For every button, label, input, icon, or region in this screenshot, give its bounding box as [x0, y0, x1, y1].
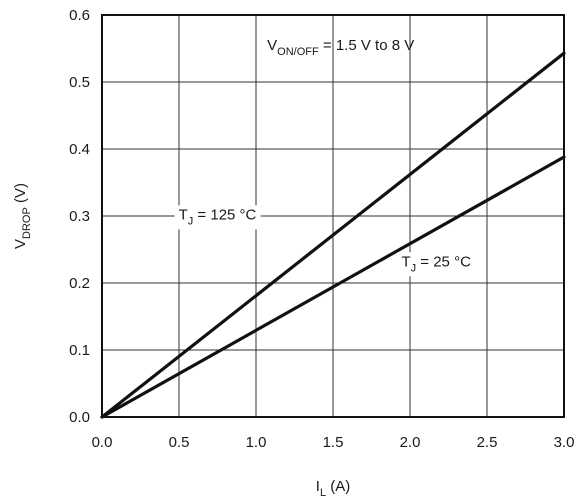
x-tick-label: 0.0	[92, 434, 113, 451]
x-axis-label-main: I	[316, 478, 320, 495]
annotation-2: TJ = 125 °C	[179, 206, 257, 227]
annotation-3-main: T	[401, 253, 410, 270]
y-tick-label: 0.2	[69, 275, 90, 292]
y-tick-label: 0.6	[69, 7, 90, 24]
annotation-2-rest: = 125 °C	[193, 206, 256, 223]
annotation-1-main: V	[267, 37, 277, 54]
plot-frame	[101, 14, 565, 418]
annotations: VON/OFF = 1.5 V to 8 VTJ = 125 °CTJ = 25…	[174, 37, 476, 277]
x-axis-label-rest: (A)	[326, 478, 350, 495]
annotation-1: VON/OFF = 1.5 V to 8 V	[267, 37, 414, 58]
x-axis-ticks: 0.0 0.5 1.0 1.5 2.0 2.5 3.0	[92, 434, 575, 451]
y-axis-label-subscript: DROP	[21, 207, 33, 239]
x-tick-label: 1.0	[246, 434, 267, 451]
x-tick-label: 2.0	[400, 434, 421, 451]
y-tick-label: 0.5	[69, 74, 90, 91]
grid	[101, 14, 565, 418]
y-axis-label-rest: (V)	[12, 183, 29, 207]
annotation-2-subscript: J	[188, 215, 194, 227]
series-group	[100, 51, 566, 419]
annotation-3-rest: = 25 °C	[416, 253, 471, 270]
y-axis-ticks: 0.0 0.1 0.2 0.3 0.4 0.5 0.6	[69, 7, 90, 426]
y-axis-label-main: V	[12, 239, 29, 249]
y-tick-label: 0.0	[69, 409, 90, 426]
y-axis-label: VDROP (V)	[12, 183, 33, 249]
x-tick-label: 3.0	[554, 434, 575, 451]
y-tick-label: 0.4	[69, 141, 90, 158]
annotation-3-subscript: J	[411, 262, 417, 274]
series-line-2	[100, 155, 566, 419]
x-tick-label: 1.5	[323, 434, 344, 451]
x-axis-label-subscript: L	[320, 487, 326, 499]
x-tick-label: 2.5	[477, 434, 498, 451]
annotation-2-main: T	[179, 206, 188, 223]
annotation-3: TJ = 25 °C	[401, 253, 471, 274]
x-tick-label: 0.5	[169, 434, 190, 451]
series-line-1	[100, 51, 566, 419]
axis-labels: IL (A) VDROP (V)	[12, 183, 350, 499]
annotation-1-subscript: ON/OFF	[277, 46, 319, 58]
x-axis-label: IL (A)	[316, 478, 350, 499]
annotation-background	[397, 252, 476, 277]
annotation-1-rest: = 1.5 V to 8 V	[319, 37, 414, 54]
y-tick-label: 0.3	[69, 208, 90, 225]
annotation-background	[174, 205, 261, 230]
y-tick-label: 0.1	[69, 342, 90, 359]
